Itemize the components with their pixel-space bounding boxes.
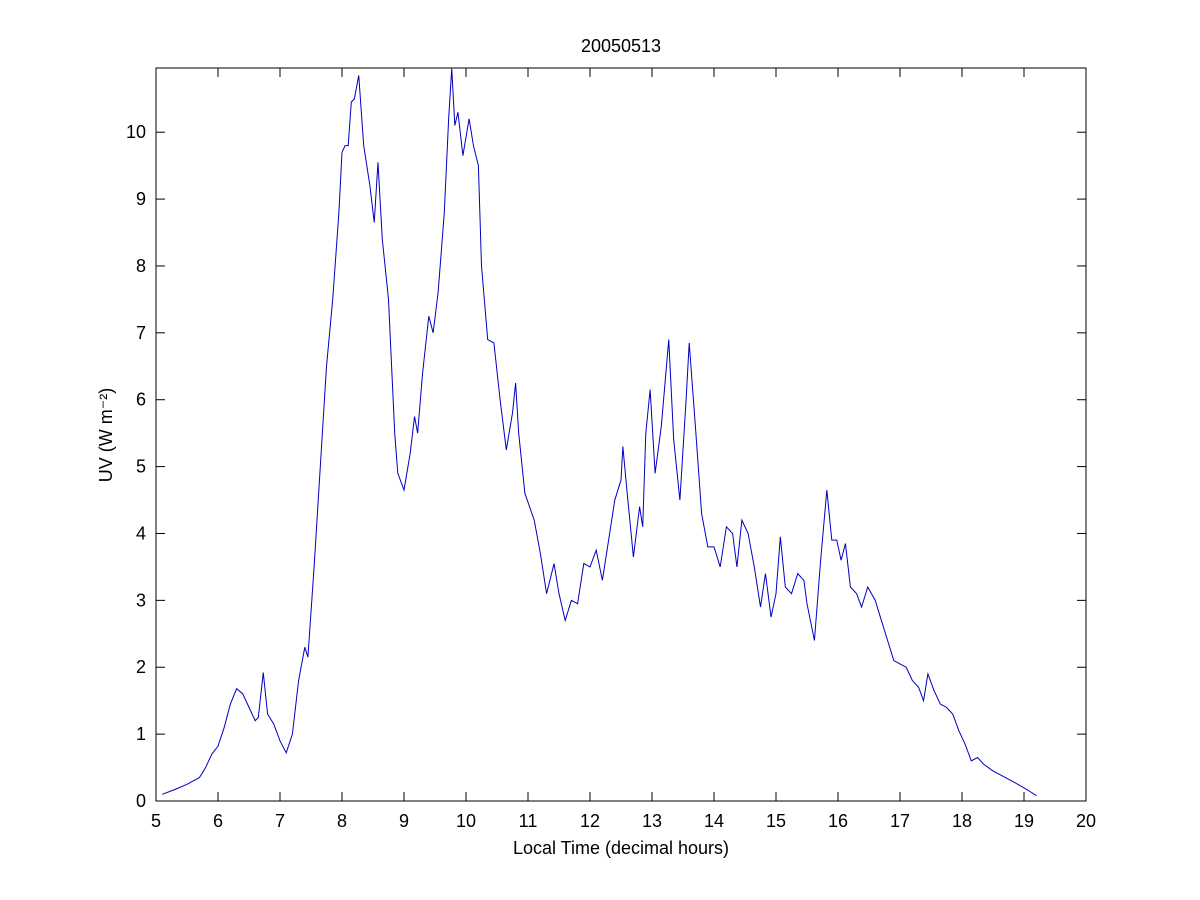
x-axis-label: Local Time (decimal hours)	[513, 838, 729, 858]
x-tick-label: 13	[642, 811, 662, 831]
y-tick-label: 4	[136, 523, 146, 543]
y-tick-label: 7	[136, 323, 146, 343]
y-tick-label: 9	[136, 189, 146, 209]
x-tick-label: 10	[456, 811, 476, 831]
x-tick-label: 9	[399, 811, 409, 831]
y-tick-label: 1	[136, 724, 146, 744]
x-tick-label: 19	[1014, 811, 1034, 831]
y-tick-label: 2	[136, 657, 146, 677]
x-tick-label: 5	[151, 811, 161, 831]
x-tick-label: 20	[1076, 811, 1096, 831]
x-tick-label: 17	[890, 811, 910, 831]
y-tick-label: 8	[136, 256, 146, 276]
y-tick-label: 6	[136, 390, 146, 410]
x-tick-label: 7	[275, 811, 285, 831]
plot-frame	[155, 67, 1087, 802]
x-tick-label: 16	[828, 811, 848, 831]
y-axis-label: UV (W m⁻²)	[96, 388, 116, 482]
data-line	[162, 68, 1037, 797]
x-tick-label: 12	[580, 811, 600, 831]
chart-title: 20050513	[581, 36, 661, 56]
x-tick-label: 14	[704, 811, 724, 831]
x-tick-label: 15	[766, 811, 786, 831]
x-tick-label: 11	[519, 811, 538, 831]
y-tick-label: 5	[136, 457, 146, 477]
y-tick-label: 10	[126, 122, 146, 142]
x-tick-label: 18	[952, 811, 972, 831]
y-tick-label: 3	[136, 590, 146, 610]
x-tick-label: 8	[337, 811, 347, 831]
y-tick-label: 0	[136, 791, 146, 811]
x-tick-label: 6	[213, 811, 223, 831]
